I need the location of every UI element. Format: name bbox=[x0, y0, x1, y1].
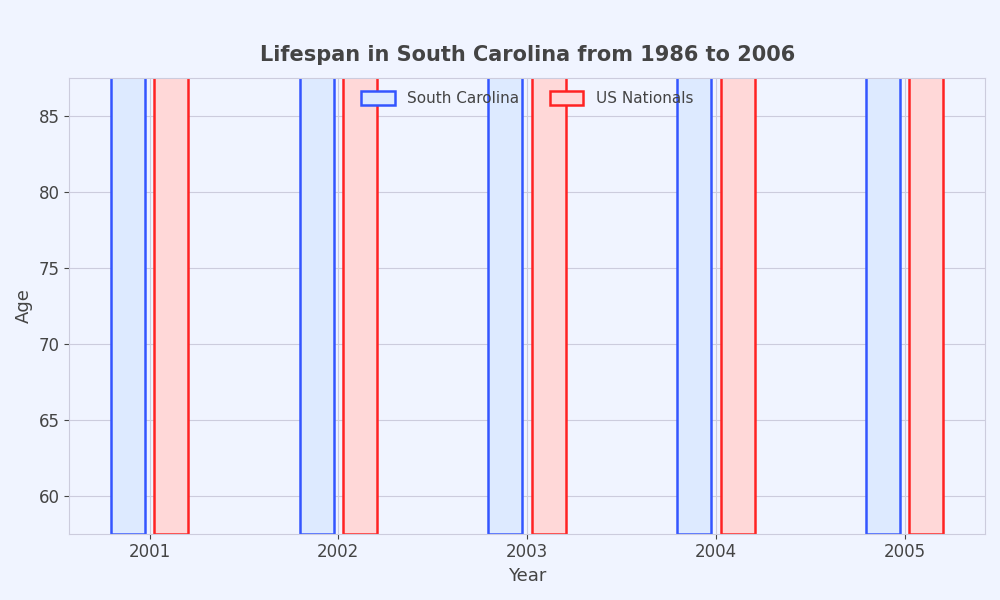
Bar bbox=[154, 0, 188, 534]
Bar bbox=[111, 0, 145, 534]
Legend: South Carolina, US Nationals: South Carolina, US Nationals bbox=[355, 85, 699, 113]
Bar bbox=[866, 0, 900, 534]
Title: Lifespan in South Carolina from 1986 to 2006: Lifespan in South Carolina from 1986 to … bbox=[260, 45, 795, 65]
Bar bbox=[909, 0, 943, 534]
Bar bbox=[300, 0, 334, 534]
X-axis label: Year: Year bbox=[508, 567, 546, 585]
Bar bbox=[488, 0, 522, 534]
Bar bbox=[721, 0, 755, 534]
Y-axis label: Age: Age bbox=[15, 288, 33, 323]
Bar bbox=[677, 0, 711, 534]
Bar bbox=[532, 0, 566, 534]
Bar bbox=[343, 0, 377, 534]
